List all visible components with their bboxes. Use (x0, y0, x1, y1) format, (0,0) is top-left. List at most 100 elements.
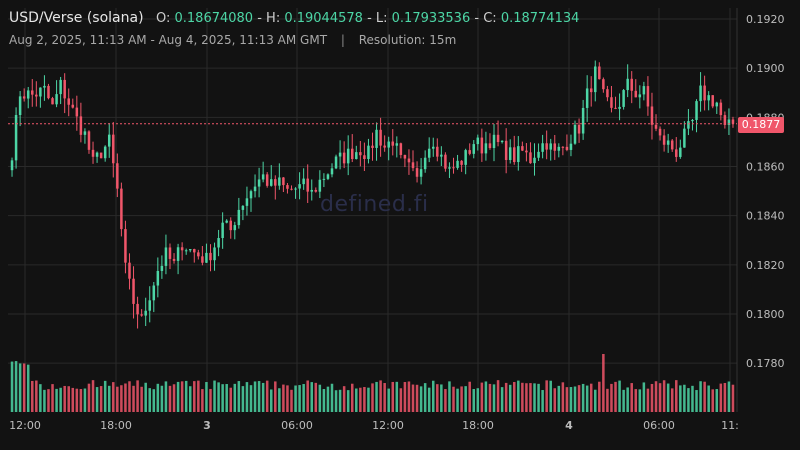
volume-bar (197, 380, 200, 412)
candle-body (322, 178, 326, 180)
volume-bar (573, 386, 577, 412)
candle-body (679, 147, 682, 157)
volume-bar (136, 380, 139, 412)
candle-body (630, 78, 633, 91)
volume-bar (350, 383, 354, 412)
candle-body (269, 179, 273, 186)
candle-body (79, 116, 83, 135)
candle-body (545, 143, 548, 150)
candle-body (456, 160, 459, 168)
volume-bar (638, 389, 642, 412)
x-tick-label: 18:00 (100, 419, 132, 432)
candle-body (379, 129, 382, 146)
volume-bar (577, 385, 581, 412)
volume-bar (585, 385, 589, 412)
candle-body (103, 146, 107, 159)
candle-body (128, 262, 131, 279)
volume-bar (427, 387, 431, 412)
candle-body (168, 247, 172, 259)
current-price-tag: 0.1877 (738, 117, 784, 133)
volume-bar (120, 385, 123, 412)
candle-body (193, 249, 196, 253)
candle-body (306, 178, 309, 192)
candle-body (116, 163, 119, 189)
candle-body (91, 149, 95, 157)
volume-bar (646, 388, 650, 412)
candle-body (245, 198, 249, 206)
volume-bar (594, 389, 597, 412)
volume-bar (47, 389, 50, 412)
candle-body (367, 145, 370, 160)
candle-body (513, 147, 516, 163)
candle-body (387, 141, 390, 148)
candle-body (249, 191, 253, 199)
volume-bar (675, 380, 678, 412)
candle-body (140, 314, 143, 316)
volume-bar (711, 389, 714, 412)
volume-bar (282, 384, 285, 412)
volume-bar (529, 383, 532, 412)
volume-bar (492, 384, 496, 412)
candle-body (294, 188, 297, 190)
volume-bar (488, 383, 492, 412)
candle-body (310, 189, 314, 192)
resolution-label[interactable]: Resolution: 15m (358, 33, 457, 47)
x-tick-label: 06:00 (643, 419, 675, 432)
volume-bar (253, 381, 257, 412)
volume-bar (553, 388, 557, 412)
x-tick-label: 11: (721, 419, 739, 432)
volume-bar (225, 384, 228, 412)
volume-bar (658, 383, 662, 412)
volume-bar (537, 383, 540, 412)
y-tick-label: 0.1860 (746, 161, 785, 174)
candle-body (407, 158, 411, 163)
volume-bar (642, 382, 646, 412)
volume-bar (39, 384, 42, 412)
volume-bar (379, 380, 382, 412)
volume-bar (217, 382, 220, 412)
low-label: L: (375, 11, 388, 26)
volume-bar (383, 383, 386, 412)
volume-bar (128, 381, 131, 412)
volume-bar (411, 384, 415, 412)
candle-body (136, 303, 139, 315)
candle-body (614, 107, 617, 109)
candle-body (83, 131, 87, 135)
candle-body (448, 167, 451, 169)
volume-bar (727, 381, 731, 412)
volume-bar (91, 380, 95, 412)
volume-bar (18, 363, 22, 412)
volume-bar (533, 383, 536, 412)
candle-body (43, 85, 46, 88)
volume-bar (359, 387, 362, 412)
candle-body (99, 152, 103, 159)
volume-bar (610, 383, 613, 412)
candle-body (346, 148, 350, 164)
volume-bar (245, 382, 249, 412)
volume-bar (703, 381, 706, 412)
volume-bar (51, 384, 54, 412)
high-label: H: (266, 11, 281, 26)
candle-body (160, 265, 164, 271)
close-label: C: (483, 11, 497, 26)
candle-body (431, 146, 435, 149)
volume-bar (423, 383, 427, 412)
low-value: 0.17933536 (391, 11, 471, 26)
volume-bar (363, 387, 366, 412)
volume-bar (10, 361, 14, 412)
volume-bar (618, 380, 621, 412)
volume-bar (723, 382, 727, 412)
candle-body (658, 128, 662, 136)
candle-body (403, 154, 407, 159)
candle-body (650, 106, 654, 125)
volume-bar (581, 383, 585, 412)
volume-bar (476, 388, 480, 412)
volume-bar (687, 388, 690, 412)
volume-bar (500, 387, 504, 412)
candle-body (606, 89, 609, 98)
volume-bar (614, 381, 617, 412)
candle-body (561, 146, 565, 148)
volume-bar (107, 385, 111, 412)
